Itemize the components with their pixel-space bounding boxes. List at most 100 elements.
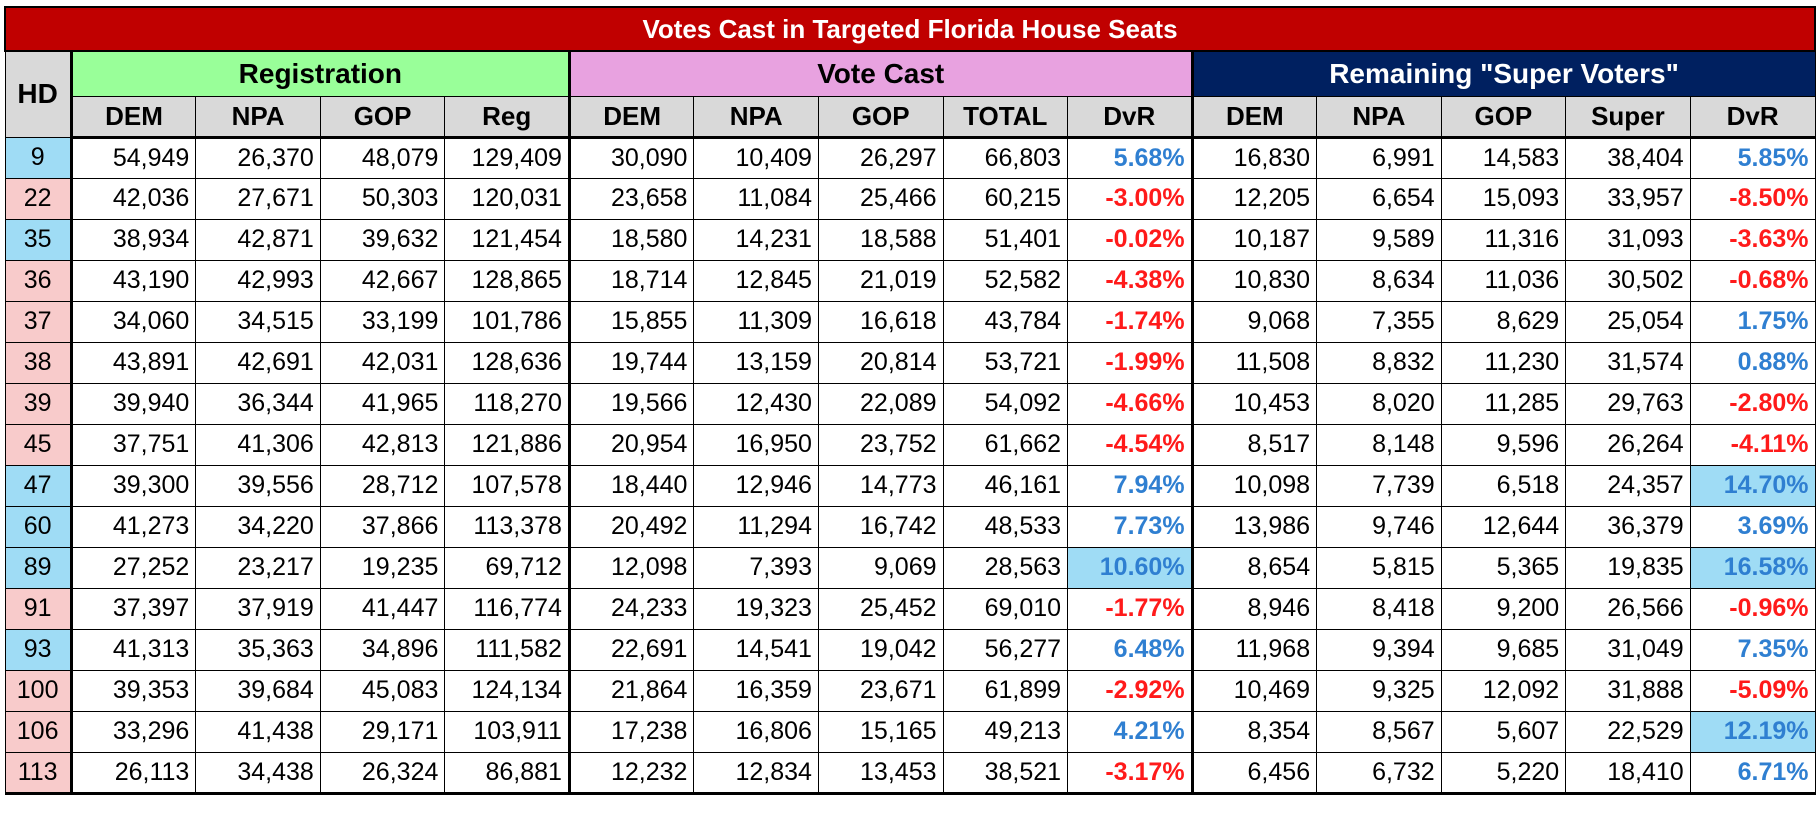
table-body: 9 54,949 26,370 48,079 129,409 30,090 10,409 26… [4,136,1816,795]
table-row: 39 39,940 36,344 41,965 118,270 19,566 12,430 2… [4,382,1816,425]
dvr-cell: -2.80% [1689,382,1816,425]
value-cell: 33,199 [319,300,446,343]
value-cell: 16,950 [693,423,819,466]
value-cell: 19,042 [817,628,944,671]
value-cell: 18,410 [1565,751,1691,795]
table-row: 91 37,397 37,919 41,447 116,774 24,233 19,323 2… [4,587,1816,630]
dvr-cell: -4.38% [1067,259,1194,302]
dvr-cell: 7.94% [1067,464,1194,507]
value-cell: 61,662 [942,423,1069,466]
hd-cell: 39 [4,382,73,425]
value-cell: 14,583 [1440,136,1567,179]
value-cell: 5,815 [1316,546,1442,589]
value-cell: 42,036 [70,177,197,220]
table-row: 45 37,751 41,306 42,813 121,886 20,954 16,950 2… [4,423,1816,466]
value-cell: 11,230 [1440,341,1567,384]
value-cell: 36,344 [195,382,321,425]
hd-cell: 89 [4,546,73,589]
votes-table: Votes Cast in Targeted Florida House Sea… [4,6,1816,795]
value-cell: 25,452 [817,587,944,630]
value-cell: 8,654 [1191,546,1318,589]
dvr-cell: -2.92% [1067,669,1194,712]
value-cell: 6,518 [1440,464,1567,507]
value-cell: 9,596 [1440,423,1567,466]
table-row: 93 41,313 35,363 34,896 111,582 22,691 14,541 1… [4,628,1816,671]
table-head: Votes Cast in Targeted Florida House Sea… [4,6,1816,139]
value-cell: 34,220 [195,505,321,548]
value-cell: 37,919 [195,587,321,630]
value-cell: 18,440 [568,464,695,507]
value-cell: 15,093 [1440,177,1567,220]
value-cell: 8,946 [1191,587,1318,630]
value-cell: 28,712 [319,464,446,507]
value-cell: 42,993 [195,259,321,302]
value-cell: 34,896 [319,628,446,671]
value-cell: 121,454 [444,218,571,261]
value-cell: 6,654 [1316,177,1442,220]
dvr-cell: -1.77% [1067,587,1194,630]
value-cell: 8,020 [1316,382,1442,425]
dvr-cell: -4.54% [1067,423,1194,466]
value-cell: 16,618 [817,300,944,343]
hd-cell: 47 [4,464,73,507]
value-cell: 121,886 [444,423,571,466]
value-cell: 8,629 [1440,300,1567,343]
value-cell: 43,784 [942,300,1069,343]
value-cell: 33,957 [1565,177,1691,220]
value-cell: 124,134 [444,669,571,712]
dvr-cell: 7.73% [1067,505,1194,548]
value-cell: 5,220 [1440,751,1567,795]
value-cell: 111,582 [444,628,571,671]
value-cell: 6,991 [1316,136,1442,179]
value-cell: 10,409 [693,136,819,179]
dvr-cell: -5.09% [1689,669,1816,712]
value-cell: 46,161 [942,464,1069,507]
group-row: HD Registration Vote Cast Remaining "Sup… [4,50,1816,138]
value-cell: 33,296 [70,710,197,753]
value-cell: 24,233 [568,587,695,630]
value-cell: 11,508 [1191,341,1318,384]
value-cell: 37,751 [70,423,197,466]
value-cell: 128,636 [444,341,571,384]
value-cell: 13,159 [693,341,819,384]
value-cell: 41,438 [195,710,321,753]
value-cell: 26,264 [1565,423,1691,466]
table-row: 35 38,934 42,871 39,632 121,454 18,580 14,231 1… [4,218,1816,261]
value-cell: 7,393 [693,546,819,589]
value-cell: 23,217 [195,546,321,589]
value-cell: 9,589 [1316,218,1442,261]
column-header: Reg [444,95,571,139]
value-cell: 16,806 [693,710,819,753]
value-cell: 12,834 [693,751,819,795]
value-cell: 69,010 [942,587,1069,630]
value-cell: 20,492 [568,505,695,548]
value-cell: 43,190 [70,259,197,302]
hd-cell: 36 [4,259,73,302]
value-cell: 16,359 [693,669,819,712]
column-header: DvR [1689,95,1816,139]
value-cell: 116,774 [444,587,571,630]
dvr-cell: -4.66% [1067,382,1194,425]
value-cell: 31,093 [1565,218,1691,261]
value-cell: 19,566 [568,382,695,425]
value-cell: 49,213 [942,710,1069,753]
value-cell: 61,899 [942,669,1069,712]
value-cell: 53,721 [942,341,1069,384]
value-cell: 11,285 [1440,382,1567,425]
column-header: NPA [693,95,819,139]
title-row: Votes Cast in Targeted Florida House Sea… [4,6,1816,52]
hd-cell: 9 [4,136,73,179]
value-cell: 129,409 [444,136,571,179]
dvr-cell: 6.48% [1067,628,1194,671]
value-cell: 50,303 [319,177,446,220]
value-cell: 42,691 [195,341,321,384]
value-cell: 48,533 [942,505,1069,548]
value-cell: 54,092 [942,382,1069,425]
value-cell: 20,954 [568,423,695,466]
value-cell: 24,357 [1565,464,1691,507]
table-row: 60 41,273 34,220 37,866 113,378 20,492 11,294 1… [4,505,1816,548]
dvr-cell: -0.68% [1689,259,1816,302]
value-cell: 56,277 [942,628,1069,671]
hd-cell: 45 [4,423,73,466]
value-cell: 26,566 [1565,587,1691,630]
